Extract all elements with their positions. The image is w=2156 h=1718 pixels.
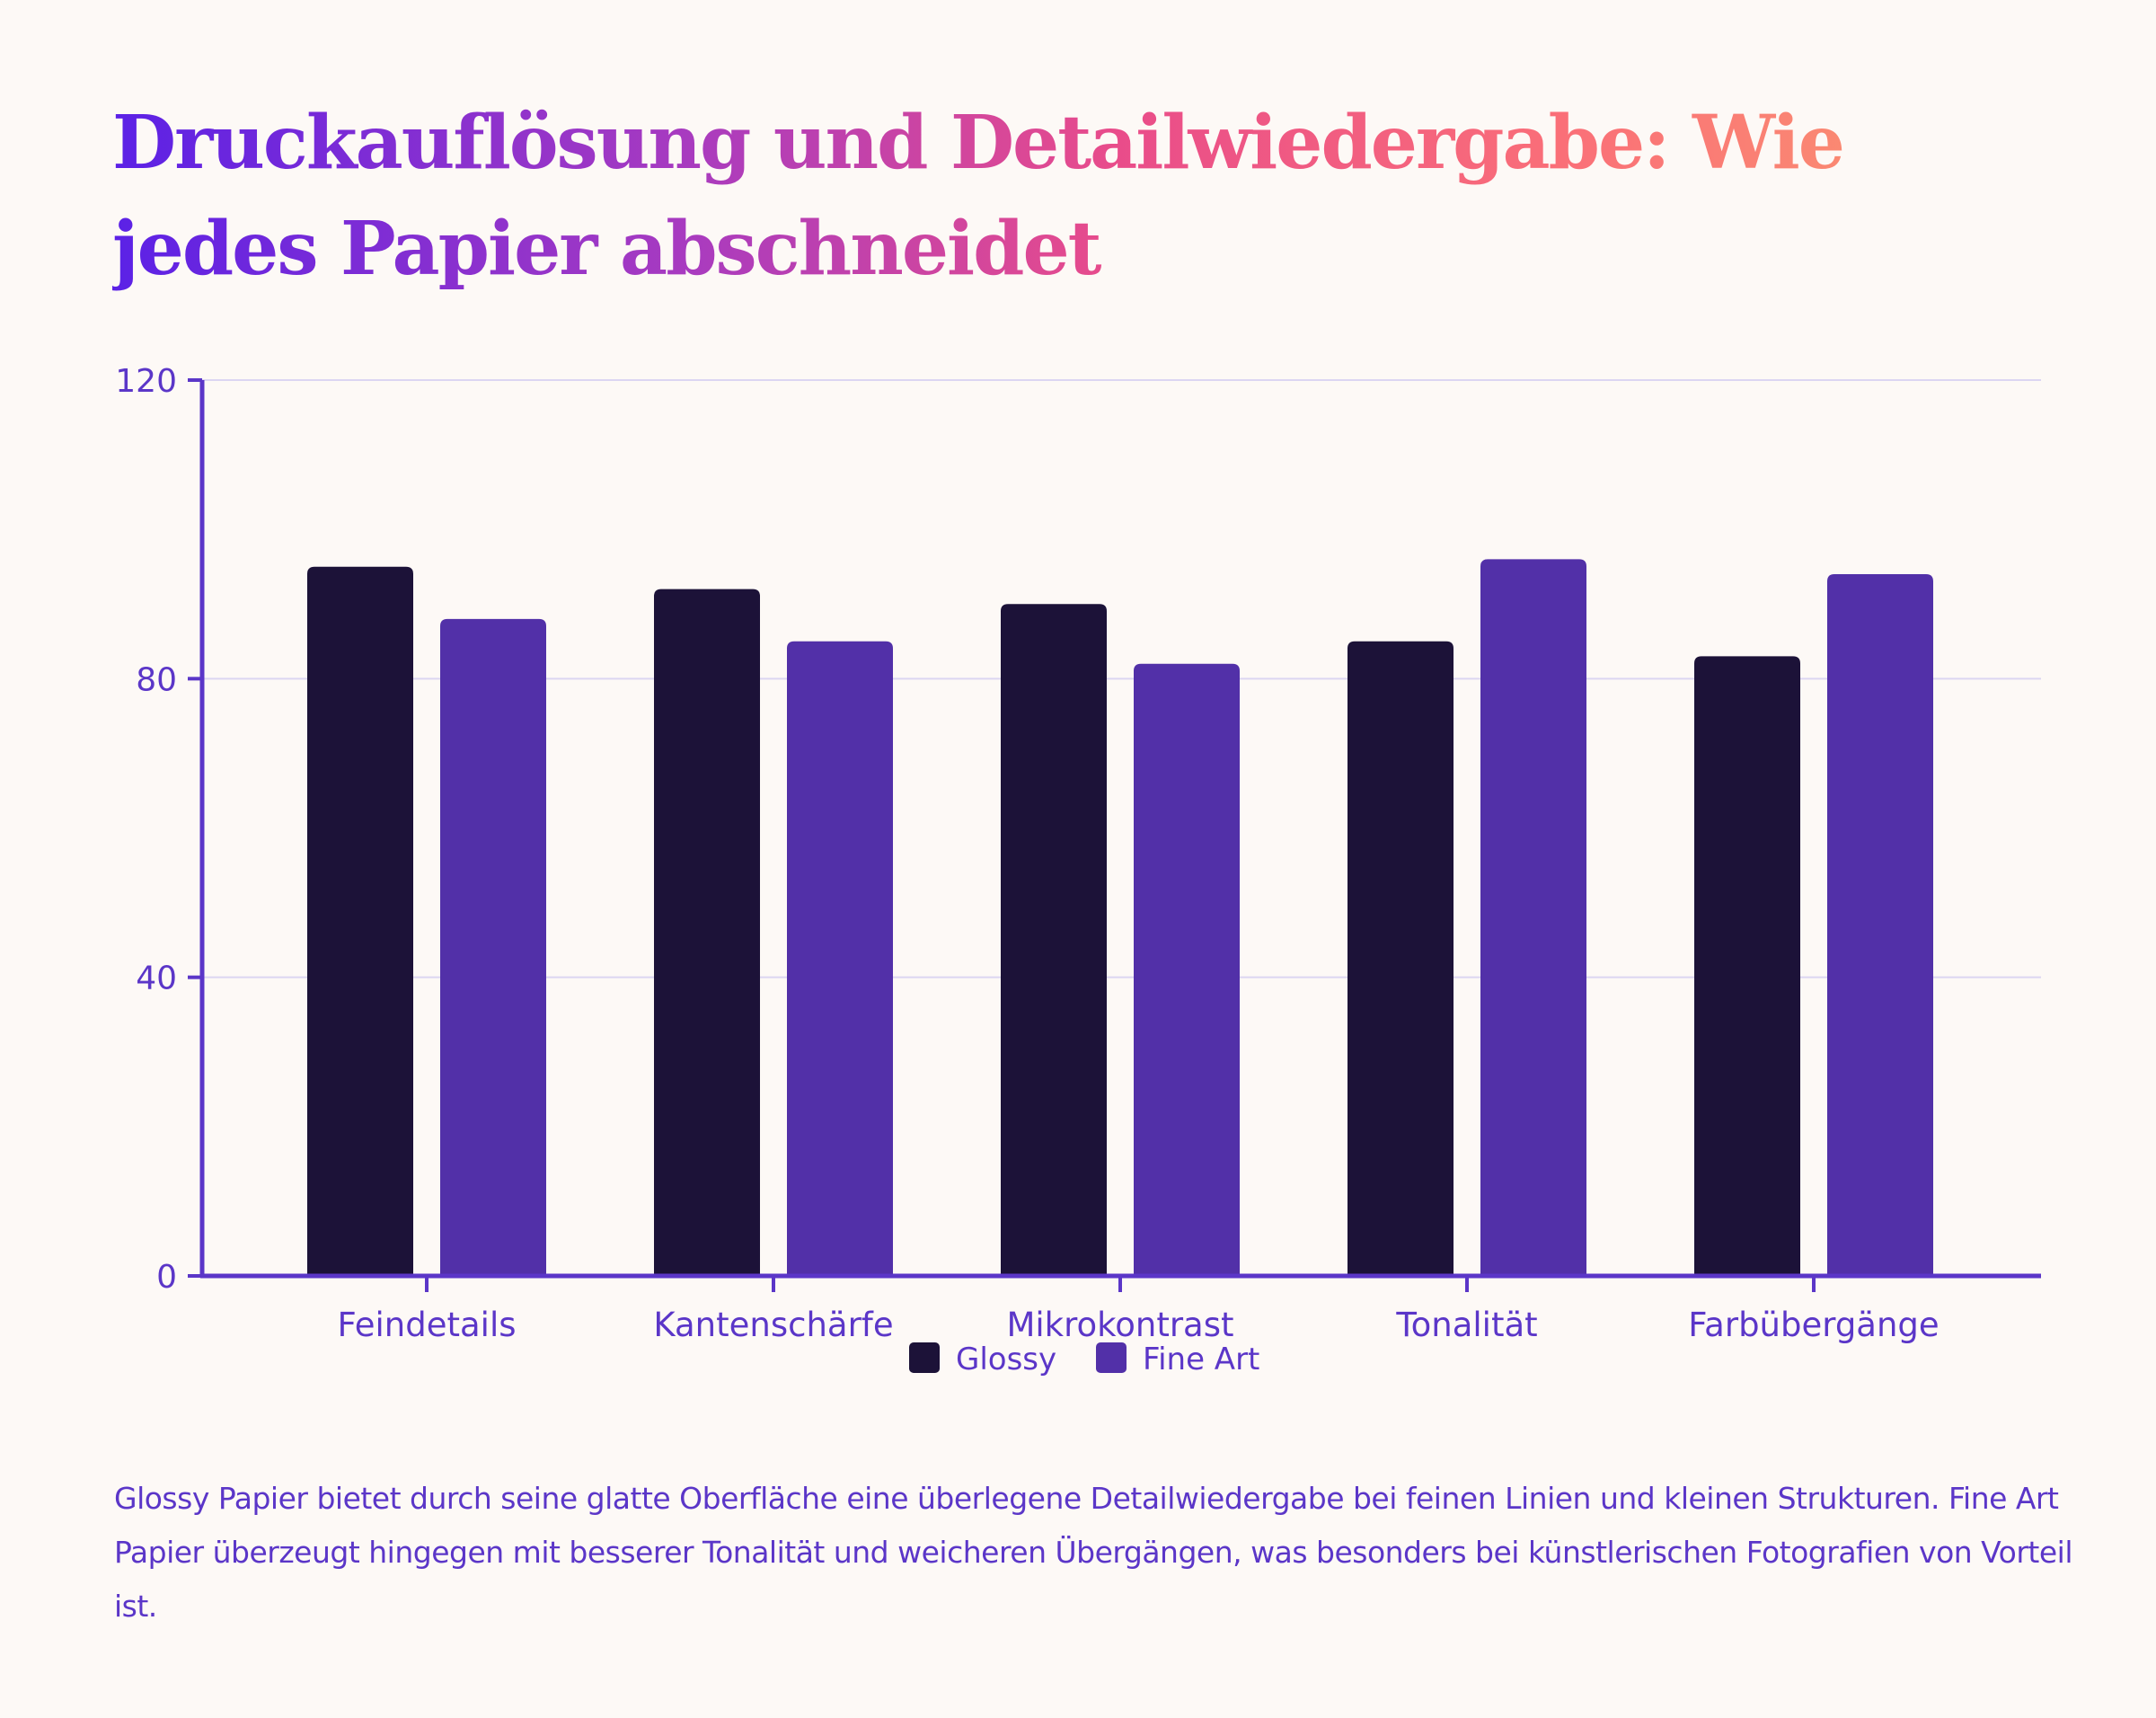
x-tick-label: Feindetails [337,1306,516,1344]
x-tick-label: Farbübergänge [1688,1306,1939,1344]
bar-glossy [1694,656,1800,1276]
x-tick-label: Mikrokontrast [1006,1306,1233,1344]
y-tick-label: 0 [156,1259,177,1296]
bar-fine-art [1134,663,1240,1276]
axis-labels: 0 40 80 120 Feindetails Kantenschärfe Mikrokon… [115,363,1939,1344]
legend-label: Fine Art [1143,1342,1259,1377]
chart-title: Druckauflösung und Detailwiedergabe: Wie… [112,90,2044,302]
bar-fine-art [440,618,546,1276]
legend-swatch-fine-art [1096,1342,1127,1373]
y-tick-label: 40 [136,961,177,997]
y-tick-label: 80 [136,661,177,698]
bar-fine-art [1827,574,1933,1276]
x-tick-label: Tonalität [1395,1306,1537,1344]
bar-glossy [307,566,413,1276]
bars [307,559,1933,1276]
bar-glossy [1348,641,1454,1276]
axes [188,378,2041,1292]
legend-swatch-glossy [909,1342,940,1373]
bar-fine-art [787,641,893,1276]
chart-caption: Glossy Papier bietet durch seine glatte … [114,1481,2073,1624]
legend: Glossy Fine Art [909,1342,1259,1377]
bar-glossy [654,589,760,1276]
legend-label: Glossy [956,1342,1056,1377]
bar-fine-art [1480,559,1586,1276]
x-tick-label: Kantenschärfe [653,1306,893,1344]
y-tick-label: 120 [115,363,177,400]
bar-glossy [1001,604,1107,1276]
